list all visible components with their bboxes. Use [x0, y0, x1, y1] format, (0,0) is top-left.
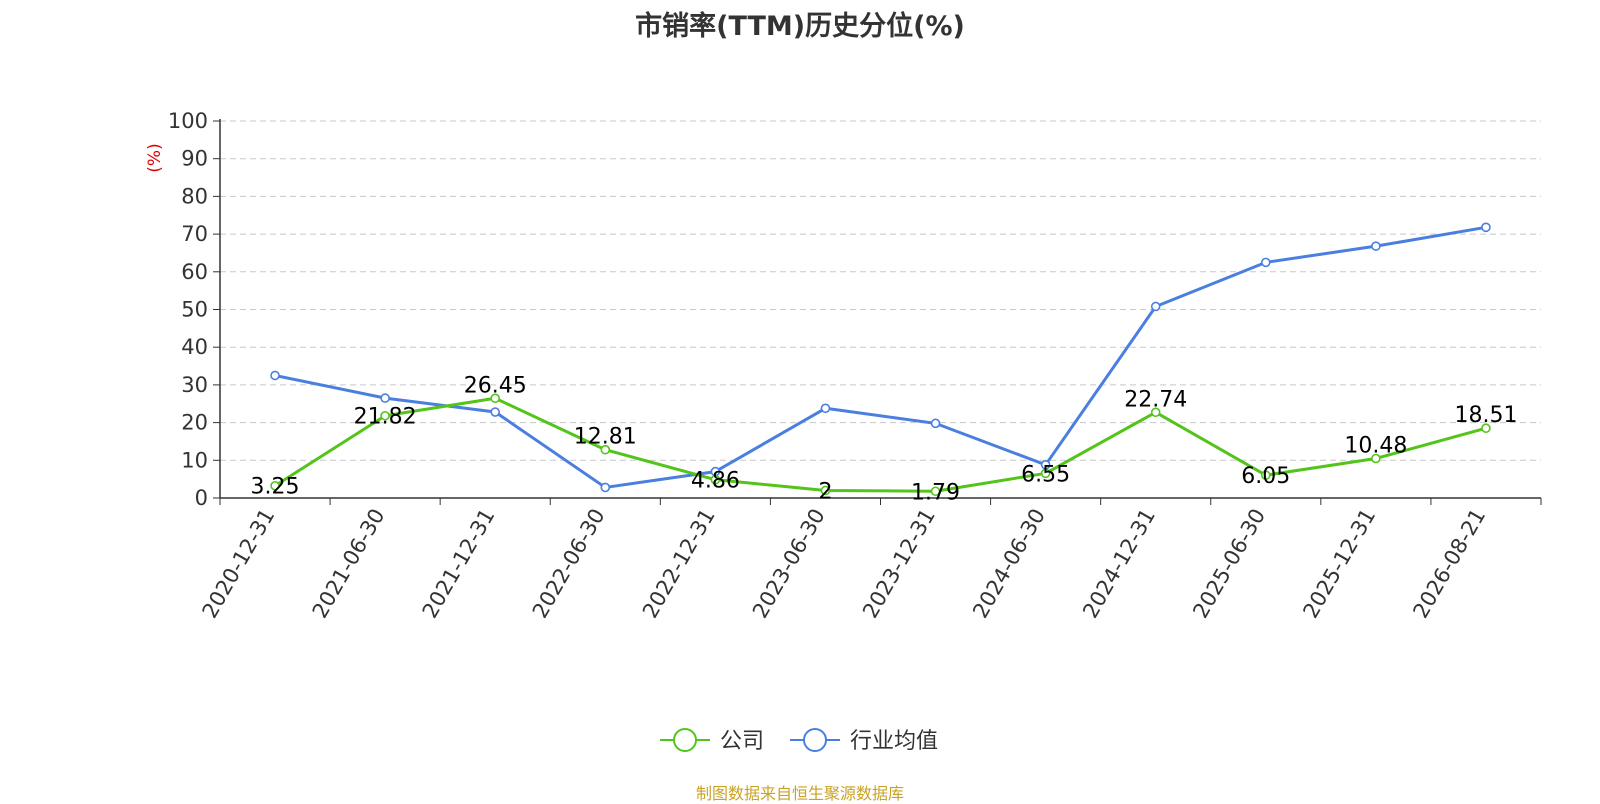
- legend-label: 行业均值: [850, 729, 938, 754]
- data-point[interactable]: [1481, 423, 1491, 434]
- y-tick-label: 0: [195, 486, 208, 510]
- y-axis-label: (%): [145, 143, 165, 172]
- x-tick-label: 2026-08-21: [1408, 505, 1490, 623]
- data-point[interactable]: [820, 485, 831, 496]
- data-point[interactable]: [930, 418, 941, 429]
- legend-label: 公司: [720, 729, 764, 754]
- x-tick-label: 2024-12-31: [1078, 505, 1160, 623]
- data-point[interactable]: [1260, 257, 1271, 268]
- data-point[interactable]: [1040, 468, 1051, 479]
- data-point[interactable]: [270, 370, 280, 381]
- legend-marker: [673, 728, 697, 752]
- data-label: 2: [818, 479, 832, 504]
- x-tick-label: 2024-06-30: [968, 505, 1050, 623]
- y-tick-label: 10: [181, 448, 208, 472]
- grid-lines: [220, 120, 1541, 461]
- data-point[interactable]: [1371, 241, 1381, 251]
- source-note: 制图数据来自恒生聚源数据库: [695, 784, 904, 803]
- data-point[interactable]: [380, 393, 390, 403]
- series-line-1: [274, 225, 1487, 489]
- data-label: 1.79: [911, 480, 960, 505]
- x-tick-label: 2020-12-31: [198, 505, 280, 623]
- data-point[interactable]: [820, 403, 831, 414]
- data-labels: 3.25 21.82 26.45 12.81 4.86 2 1.79 6.55 22.74 6.0…: [251, 373, 1518, 505]
- data-label: 3.25: [251, 475, 300, 500]
- x-tick-label: 2021-12-31: [418, 505, 500, 623]
- y-tick-label: 90: [181, 147, 208, 171]
- data-point[interactable]: [1371, 453, 1381, 464]
- data-point[interactable]: [1260, 470, 1271, 480]
- data-point[interactable]: [270, 480, 280, 491]
- x-tick-label: 2023-12-31: [858, 505, 940, 623]
- y-tick-label: 80: [181, 184, 208, 208]
- legend[interactable]: 公司 行业均值: [660, 728, 938, 754]
- x-tick-label: 2025-06-30: [1188, 505, 1270, 623]
- data-label: 10.48: [1344, 433, 1407, 458]
- data-label: 12.81: [574, 425, 637, 450]
- data-point[interactable]: [600, 444, 611, 455]
- y-tick-label: 30: [181, 373, 208, 397]
- legend-item-0[interactable]: 公司: [660, 728, 764, 754]
- y-tick-label: 60: [181, 260, 208, 284]
- data-point[interactable]: [380, 410, 390, 421]
- x-tick-label: 2021-06-30: [308, 505, 390, 623]
- data-label: 6.05: [1241, 464, 1290, 489]
- chart-title: 市销率(TTM)历史分位(%): [635, 11, 965, 42]
- data-label: 22.74: [1124, 387, 1187, 412]
- data-label: 4.86: [691, 469, 740, 494]
- y-tick-label: 50: [181, 298, 208, 322]
- series-line-0: [274, 396, 1487, 493]
- x-tick-label: 2023-06-30: [748, 505, 830, 623]
- x-tick-label: 2022-06-30: [528, 505, 610, 623]
- data-point[interactable]: [1481, 222, 1491, 233]
- data-point[interactable]: [930, 486, 941, 497]
- data-label: 18.51: [1454, 403, 1517, 428]
- series-lines: [270, 222, 1491, 497]
- y-tick-label: 40: [181, 335, 208, 359]
- data-label: 6.55: [1021, 462, 1070, 487]
- data-point[interactable]: [710, 474, 721, 485]
- data-label: 21.82: [354, 405, 417, 430]
- axes: 0 10 20 30 40 50 60 70 80 90 100 2020-12-31 2021-06-…: [168, 109, 1542, 623]
- y-tick-label: 100: [168, 109, 208, 133]
- x-tick-label: 2022-12-31: [638, 505, 720, 623]
- y-tick-label: 70: [181, 222, 208, 246]
- data-point[interactable]: [1150, 301, 1161, 312]
- data-point[interactable]: [490, 407, 501, 417]
- data-label: 26.45: [464, 373, 527, 398]
- x-tick-label: 2025-12-31: [1298, 505, 1380, 623]
- data-point[interactable]: [600, 482, 611, 493]
- y-tick-label: 20: [181, 411, 208, 435]
- data-point[interactable]: [490, 393, 501, 404]
- data-point[interactable]: [1150, 407, 1161, 418]
- legend-marker: [803, 728, 827, 752]
- legend-item-1[interactable]: 行业均值: [790, 728, 938, 754]
